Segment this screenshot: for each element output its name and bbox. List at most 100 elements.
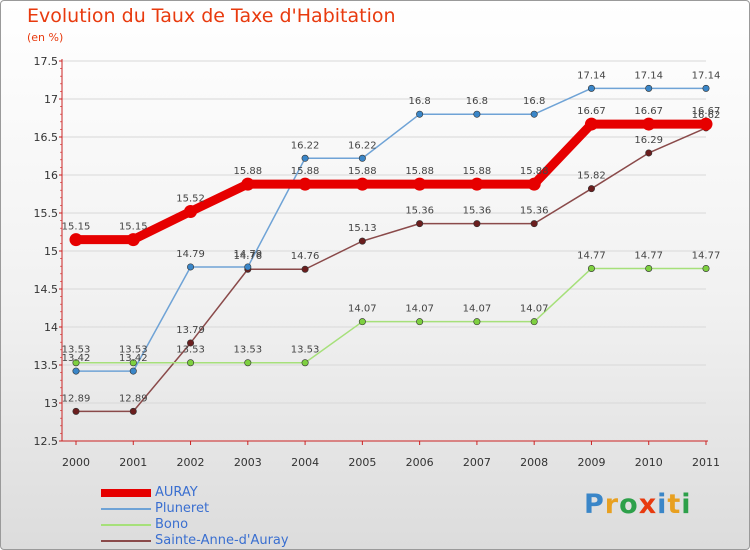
data-label: 14.79 <box>176 249 205 260</box>
data-label: 16.22 <box>291 140 320 151</box>
legend-label: AURAY <box>155 485 198 500</box>
data-label: 17.14 <box>577 70 606 81</box>
x-tick-label: 2008 <box>520 456 548 469</box>
legend-swatch <box>101 489 151 497</box>
x-tick-label: 2005 <box>348 456 376 469</box>
y-tick-label: 12.5 <box>34 435 59 448</box>
data-point <box>473 110 481 118</box>
data-point <box>645 149 653 157</box>
data-point <box>645 84 653 92</box>
data-point <box>416 110 424 118</box>
data-point <box>587 264 595 272</box>
data-point <box>129 407 137 415</box>
data-point <box>473 318 481 326</box>
data-point <box>301 154 309 162</box>
legend-swatch <box>101 524 151 526</box>
legend-label: Pluneret <box>155 501 210 516</box>
data-point <box>187 359 195 367</box>
data-point <box>470 177 484 191</box>
series-line-pluneret <box>76 87 706 372</box>
data-label: 15.36 <box>405 206 434 217</box>
y-tick-label: 17 <box>44 93 58 106</box>
data-label: 14.77 <box>577 250 606 261</box>
data-label: 15.15 <box>62 222 91 233</box>
data-label: 12.89 <box>62 393 91 404</box>
y-tick-label: 15 <box>44 245 58 258</box>
data-label: 16.8 <box>409 96 431 107</box>
data-label: 15.82 <box>577 171 606 182</box>
x-tick-label: 2006 <box>406 456 434 469</box>
chart-unit: (en %) <box>27 31 64 44</box>
series-line-sainte-anne-d-auray <box>76 127 707 413</box>
data-point <box>72 407 80 415</box>
legend-label: Sainte-Anne-d'Auray <box>155 533 289 548</box>
x-tick-label: 2001 <box>119 456 147 469</box>
data-label: 13.53 <box>176 345 205 356</box>
data-point <box>587 185 595 193</box>
data-point <box>702 84 710 92</box>
data-label: 14.79 <box>233 249 262 260</box>
data-point <box>587 84 595 92</box>
data-label: 14.07 <box>463 304 492 315</box>
data-label: 15.52 <box>176 193 205 204</box>
data-label: 15.15 <box>119 222 148 233</box>
data-label: 13.53 <box>291 345 320 356</box>
axes: 12.5 13 13.5 14 14.5 15 15.5 16 16.5 17 17.5 2000 20… <box>34 55 721 469</box>
data-label: 15.88 <box>233 166 262 177</box>
data-label: 14.77 <box>692 250 721 261</box>
data-point <box>69 233 83 247</box>
data-point <box>187 339 195 347</box>
data-point <box>244 263 252 271</box>
chart-title: Evolution du Taux de Taxe d'Habitation <box>27 5 396 27</box>
data-label: 13.53 <box>233 345 262 356</box>
x-tick-label: 2002 <box>177 456 205 469</box>
x-tick-label: 2011 <box>692 456 720 469</box>
data-point <box>355 177 369 191</box>
data-point <box>358 237 366 245</box>
legend-swatch <box>101 508 151 510</box>
data-point <box>530 220 538 228</box>
x-tick-label: 2004 <box>291 456 319 469</box>
data-point <box>301 265 309 273</box>
x-tick-label: 2010 <box>635 456 663 469</box>
series-line-auray <box>76 119 706 245</box>
data-label: 14.76 <box>233 251 262 262</box>
data-point <box>358 318 366 326</box>
data-label: 14.77 <box>634 250 663 261</box>
data-point <box>413 177 427 191</box>
x-tick-label: 2000 <box>62 456 90 469</box>
data-label: 15.88 <box>463 166 492 177</box>
data-point <box>126 233 140 247</box>
y-tick-label: 14.5 <box>34 283 59 296</box>
data-label: 15.88 <box>520 166 549 177</box>
data-label: 12.89 <box>119 393 148 404</box>
series-line-bono <box>76 267 706 364</box>
y-tick-label: 17.5 <box>34 55 59 68</box>
data-label: 15.36 <box>463 206 492 217</box>
data-point <box>416 220 424 228</box>
data-label: 13.42 <box>62 353 91 364</box>
y-tick-label: 13 <box>44 397 58 410</box>
data-point <box>702 264 710 272</box>
data-point <box>298 177 312 191</box>
data-label: 16.67 <box>577 106 606 117</box>
x-tick-label: 2009 <box>577 456 605 469</box>
data-label: 15.88 <box>405 166 434 177</box>
data-label: 13.53 <box>62 345 91 356</box>
data-label: 15.13 <box>348 223 377 234</box>
data-label: 16.62 <box>692 110 721 121</box>
data-point <box>72 359 80 367</box>
data-point <box>358 154 366 162</box>
data-point <box>530 110 538 118</box>
data-label: 13.42 <box>119 353 148 364</box>
data-labels: 15.15 15.15 15.52 15.88 15.88 15.88 15.88 15.88… <box>62 70 721 404</box>
data-point <box>530 318 538 326</box>
data-point <box>129 359 137 367</box>
series-lines <box>76 87 707 413</box>
data-label: 16.29 <box>634 135 663 146</box>
data-label: 17.14 <box>692 70 721 81</box>
data-label: 17.14 <box>634 70 663 81</box>
proxiti-logo: Proxiti <box>584 489 692 520</box>
